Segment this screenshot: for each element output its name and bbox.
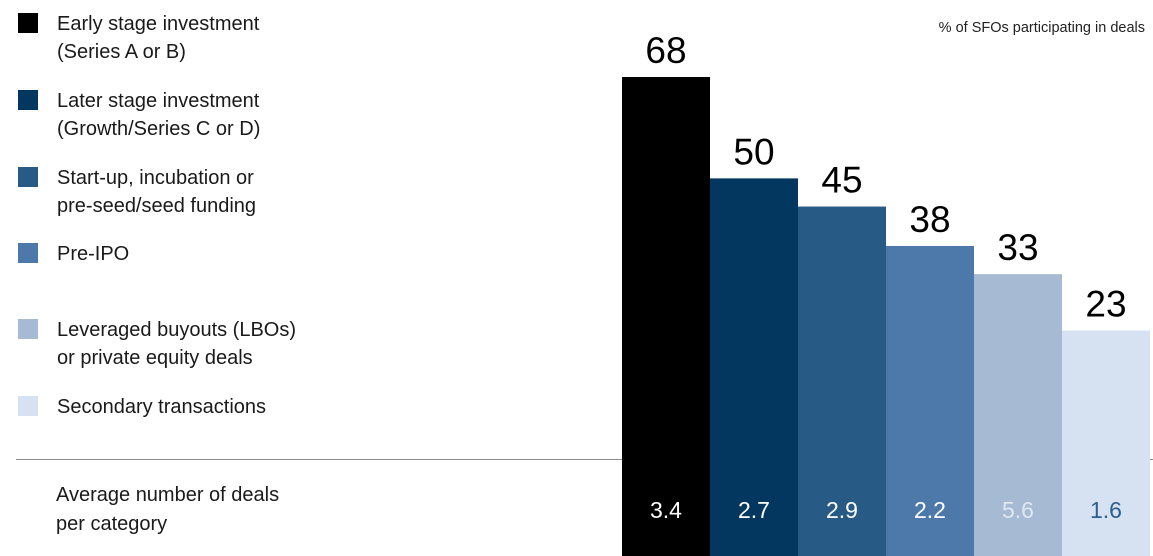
legend-item: Leveraged buyouts (LBOs) or private equi… xyxy=(18,316,296,372)
legend-label: Pre-IPO xyxy=(57,243,130,265)
data-label: 23 xyxy=(1085,283,1126,324)
legend-swatch xyxy=(18,13,38,33)
legend-item: Secondary transactions xyxy=(18,393,266,421)
data-label: 38 xyxy=(909,199,950,240)
data-label: 50 xyxy=(733,131,774,172)
legend-item: Pre-IPO xyxy=(18,240,129,268)
average-deals-cell xyxy=(974,460,1062,556)
average-deals-cell xyxy=(886,460,974,556)
average-deals-value: 3.4 xyxy=(650,497,682,523)
average-deals-value: 2.9 xyxy=(826,497,858,523)
average-deals-cell xyxy=(798,460,886,556)
average-deals-value: 2.2 xyxy=(914,497,946,523)
data-label: 45 xyxy=(821,160,862,201)
average-deals-value: 2.7 xyxy=(738,497,770,523)
legend-label: Leveraged buyouts (LBOs) or private equi… xyxy=(57,319,297,369)
average-deals-cell xyxy=(1062,460,1150,556)
bar xyxy=(1062,330,1150,460)
divider-line xyxy=(16,459,1153,460)
legend-label: Later stage investment (Growth/Series C … xyxy=(57,90,261,140)
bar xyxy=(710,178,798,460)
legend-item: Start-up, incubation or pre-seed/seed fu… xyxy=(18,164,256,220)
legend-swatch xyxy=(18,243,38,263)
legend-item: Later stage investment (Growth/Series C … xyxy=(18,87,260,143)
legend-swatch xyxy=(18,167,38,187)
legend-item: Early stage investment (Series A or B) xyxy=(18,10,259,66)
bar xyxy=(974,274,1062,460)
legend-label: Secondary transactions xyxy=(57,396,267,418)
data-label: 33 xyxy=(997,227,1038,268)
average-deals-value: 5.6 xyxy=(1002,497,1034,523)
average-deals-value: 1.6 xyxy=(1090,497,1122,523)
legend-swatch xyxy=(18,319,38,339)
legend-swatch xyxy=(18,396,38,416)
bar xyxy=(886,245,974,460)
legend-swatch xyxy=(18,90,38,110)
bar xyxy=(798,206,886,460)
average-deals-cell xyxy=(622,460,710,556)
average-deals-cell xyxy=(710,460,798,556)
legend-label: Early stage investment (Series A or B) xyxy=(57,13,260,63)
data-label: 68 xyxy=(645,30,686,71)
chart-subtitle: % of SFOs participating in deals xyxy=(938,20,1145,36)
legend-label: Start-up, incubation or pre-seed/seed fu… xyxy=(57,167,257,217)
average-deals-label: Average number of deals per category xyxy=(56,484,280,535)
bar xyxy=(622,77,710,460)
